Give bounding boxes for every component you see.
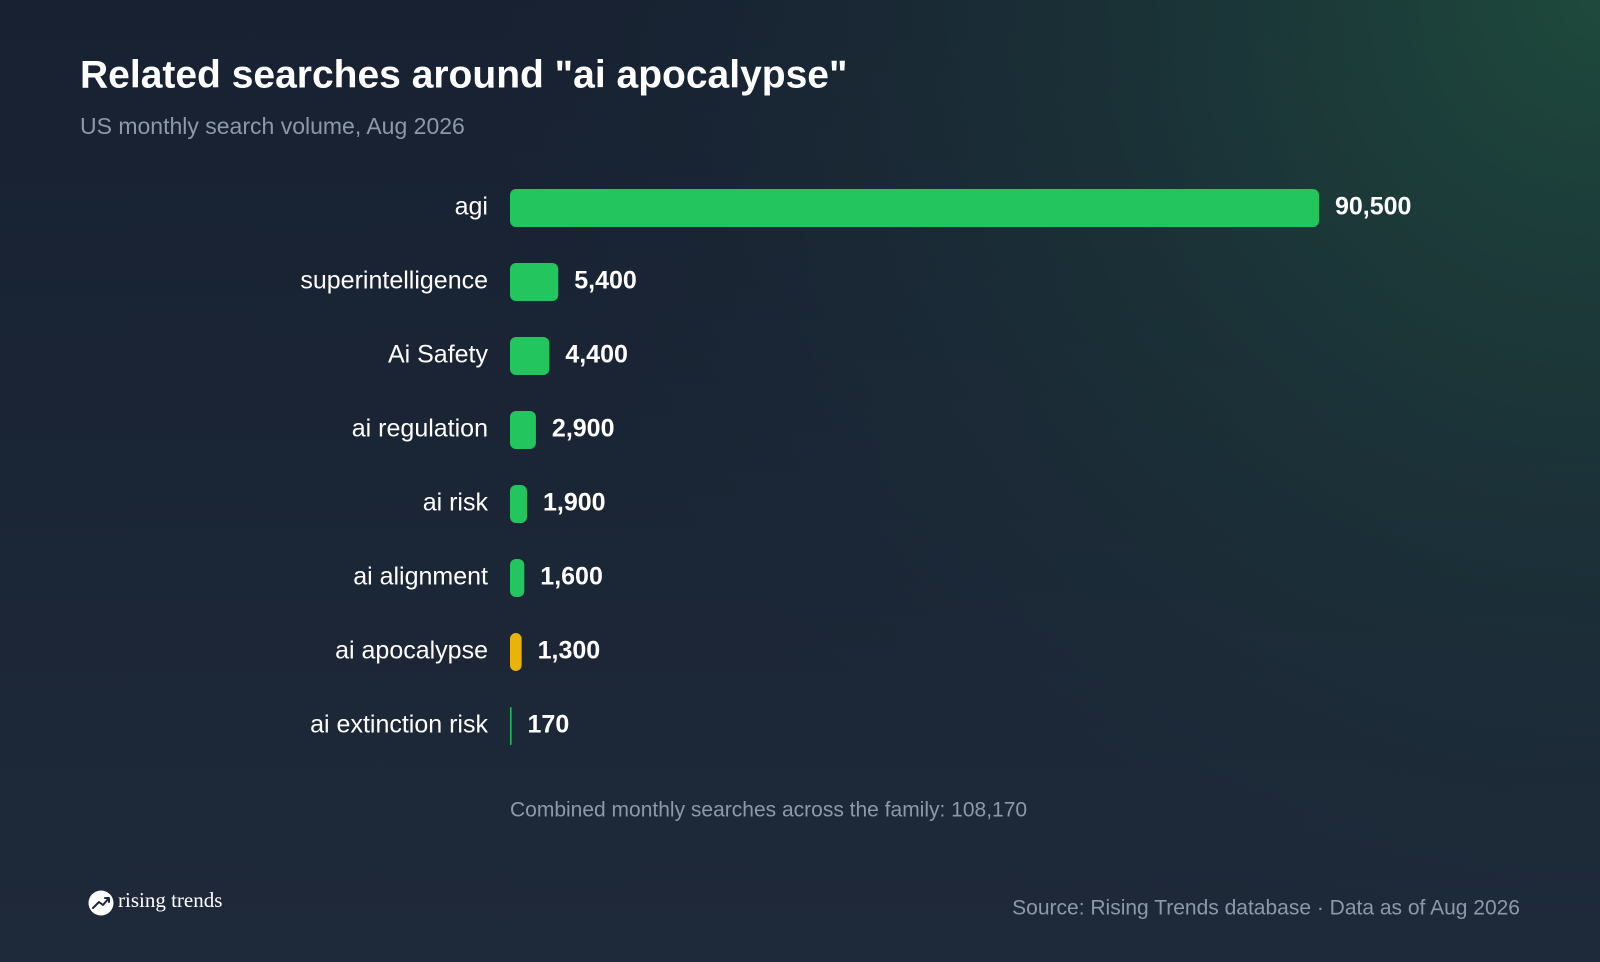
- bar: [510, 707, 512, 745]
- bar: [510, 189, 1319, 227]
- value-label: 1,900: [543, 489, 606, 517]
- category-label: ai regulation: [352, 415, 488, 443]
- category-label: Ai Safety: [388, 341, 489, 369]
- bar: [510, 485, 527, 523]
- brand-icon-arrow: [92, 897, 110, 909]
- category-label: ai risk: [423, 489, 489, 517]
- bar: [510, 263, 559, 301]
- category-label: superintelligence: [300, 267, 488, 295]
- brand-logo: rising trends: [88, 888, 222, 916]
- category-label: ai alignment: [353, 563, 488, 591]
- value-label: 1,600: [540, 563, 603, 591]
- footnote: Combined monthly searches across the fam…: [510, 799, 1027, 822]
- value-label: 4,400: [565, 341, 628, 369]
- category-label: agi: [455, 193, 488, 221]
- value-label: 1,300: [538, 637, 601, 665]
- value-label: 5,400: [574, 267, 637, 295]
- chart-title: Related searches around "ai apocalypse": [80, 53, 847, 96]
- bar: [510, 633, 522, 671]
- bar: [510, 337, 550, 375]
- brand-name: rising trends: [118, 888, 222, 912]
- value-label: 2,900: [552, 415, 615, 443]
- category-label: ai apocalypse: [335, 637, 488, 665]
- source: Source: Rising Trends database · Data as…: [1012, 897, 1520, 920]
- value-label: 90,500: [1335, 193, 1411, 221]
- bar: [510, 411, 536, 449]
- chart-subtitle: US monthly search volume, Aug 2026: [80, 113, 465, 139]
- category-label: ai extinction risk: [310, 711, 488, 739]
- bar: [510, 559, 525, 597]
- value-label: 170: [528, 711, 570, 739]
